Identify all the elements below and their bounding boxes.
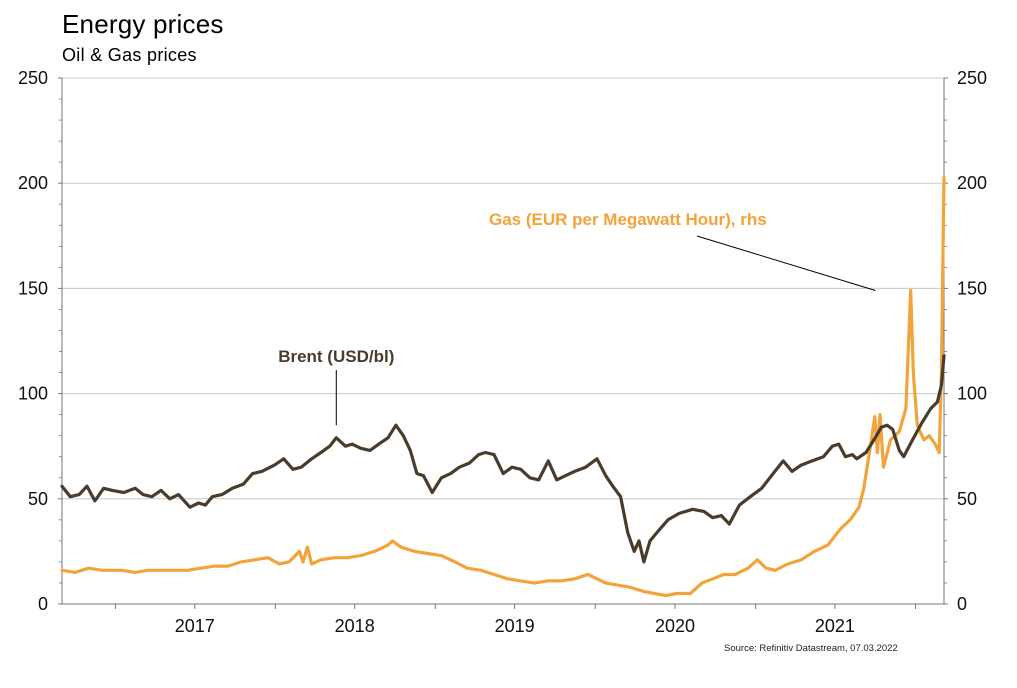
y-right-tick-label: 100 [957,384,987,404]
chart-title: Energy prices [62,9,224,39]
gas-annotation-pointer [696,235,876,291]
brent-series-line [60,354,946,564]
series-lines [60,175,946,598]
x-tick-label: 2018 [335,616,375,636]
y-left-tick-label: 0 [38,594,48,614]
y-right-tick-label: 250 [957,68,987,88]
grid-lines [62,77,944,500]
x-tick-label: 2021 [815,616,855,636]
y-right-tick-label: 150 [957,278,987,298]
y-left-tick-label: 250 [18,68,48,88]
chart-subtitle: Oil & Gas prices [62,45,197,65]
annotations: Brent (USD/bl) Gas (EUR per Megawatt Hour… [278,210,876,426]
source-note: Source: Refinitiv Datastream, 07.03.2022 [724,643,898,654]
axes: 0 50 100 150 200 250 0 50 100 150 200 250 2017 2018 20… [18,68,987,636]
y-left-tick-label: 200 [18,173,48,193]
gas-annotation: Gas (EUR per Megawatt Hour), rhs [489,210,767,229]
y-right-tick-label: 0 [957,594,967,614]
y-left-tick-label: 150 [18,278,48,298]
x-tick-label: 2017 [175,616,215,636]
y-right-tick-label: 50 [957,489,977,509]
y-right-tick-label: 200 [957,173,987,193]
y-left-tick-label: 50 [28,489,48,509]
x-tick-label: 2020 [655,616,695,636]
y-left-tick-label: 100 [18,384,48,404]
x-tick-label: 2019 [495,616,535,636]
gas-series-line [60,175,946,598]
brent-annotation: Brent (USD/bl) [278,347,394,366]
